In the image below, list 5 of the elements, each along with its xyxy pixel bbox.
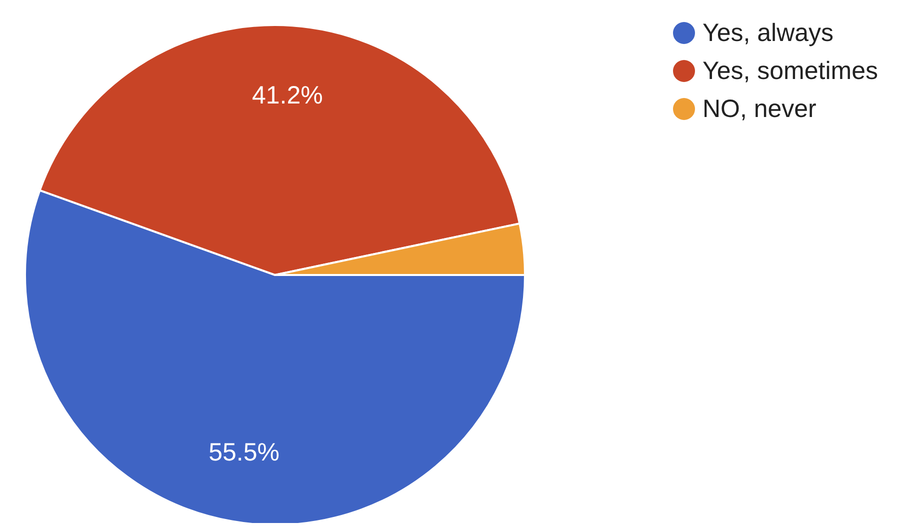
legend-label: Yes, sometimes: [702, 56, 878, 87]
data-label: 41.2%: [252, 81, 323, 110]
legend-label: Yes, always: [702, 18, 834, 49]
data-label: 55.5%: [208, 438, 280, 466]
legend-label: NO, never: [702, 94, 816, 125]
